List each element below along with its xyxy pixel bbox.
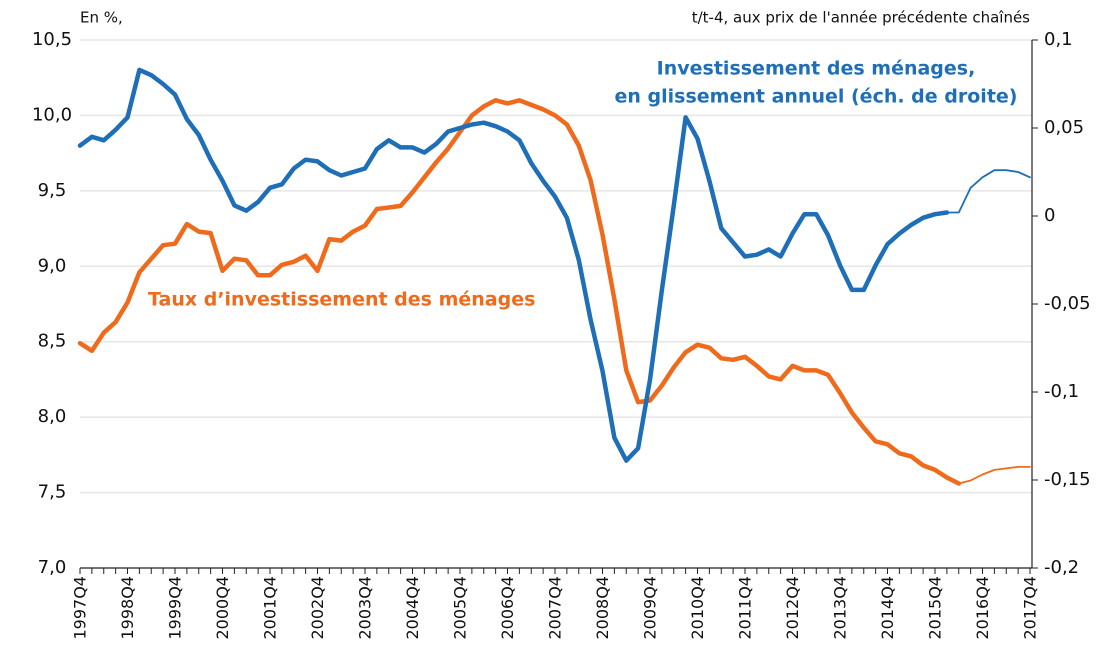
- x-tick-label: 2001Q4: [261, 576, 280, 640]
- y-tick-label: 10,0: [32, 104, 72, 125]
- y2-tick-label: 0,05: [1044, 117, 1084, 138]
- x-tick-label: 1997Q4: [71, 576, 90, 640]
- x-tick-label: 2012Q4: [783, 576, 802, 640]
- y-tick-label: 8,5: [38, 331, 67, 352]
- y2-tick-label: 0,1: [1044, 29, 1073, 50]
- y-tick-label: 7,5: [38, 482, 67, 503]
- y2-tick-label: -0,15: [1044, 469, 1091, 490]
- x-tick-label: 2002Q4: [308, 576, 327, 640]
- y-tick-label: 10,5: [32, 29, 72, 50]
- x-tick-label: 2009Q4: [641, 576, 660, 640]
- series-line: [77, 98, 962, 486]
- y2-tick-label: -0,1: [1044, 381, 1079, 402]
- x-tick-label: 2003Q4: [356, 576, 375, 640]
- y2-tick-label: -0,05: [1044, 293, 1091, 314]
- x-tick-label: 1998Q4: [118, 576, 137, 640]
- x-tick-label: 2004Q4: [403, 576, 422, 640]
- x-tick-label: 2014Q4: [878, 576, 897, 640]
- y-tick-label: 9,0: [38, 255, 67, 276]
- x-tick-label: 2007Q4: [546, 576, 565, 640]
- series-line: [946, 169, 1031, 214]
- annotation: Investissement des ménages,: [657, 58, 976, 80]
- series-line: [957, 466, 1031, 485]
- y2-tick-label: -0,2: [1044, 557, 1079, 578]
- annotation: en glissement annuel (éch. de droite): [615, 86, 1018, 108]
- y2-tick-label: 0: [1044, 205, 1055, 226]
- y-tick-label: 7,0: [38, 557, 67, 578]
- x-tick-label: 2015Q4: [926, 576, 945, 640]
- x-tick-label: 2010Q4: [688, 576, 707, 640]
- x-tick-label: 2000Q4: [213, 576, 232, 640]
- y-tick-label: 9,5: [38, 180, 67, 201]
- left-unit: En %,: [80, 9, 123, 27]
- x-tick-label: 2006Q4: [498, 576, 517, 640]
- right-unit: t/t-4, aux prix de l'année précédente ch…: [692, 9, 1030, 27]
- x-tick-label: 2013Q4: [831, 576, 850, 640]
- x-tick-label: 2016Q4: [973, 576, 992, 640]
- x-tick-label: 2005Q4: [451, 576, 470, 640]
- x-tick-label: 2011Q4: [736, 576, 755, 640]
- x-tick-label: 1999Q4: [166, 576, 185, 640]
- x-tick-label: 2017Q4: [1021, 576, 1040, 640]
- series-line: [77, 67, 950, 463]
- x-tick-label: 2008Q4: [593, 576, 612, 640]
- y-tick-label: 8,0: [38, 406, 67, 427]
- annotation: Taux d’investissement des ménages: [148, 289, 535, 311]
